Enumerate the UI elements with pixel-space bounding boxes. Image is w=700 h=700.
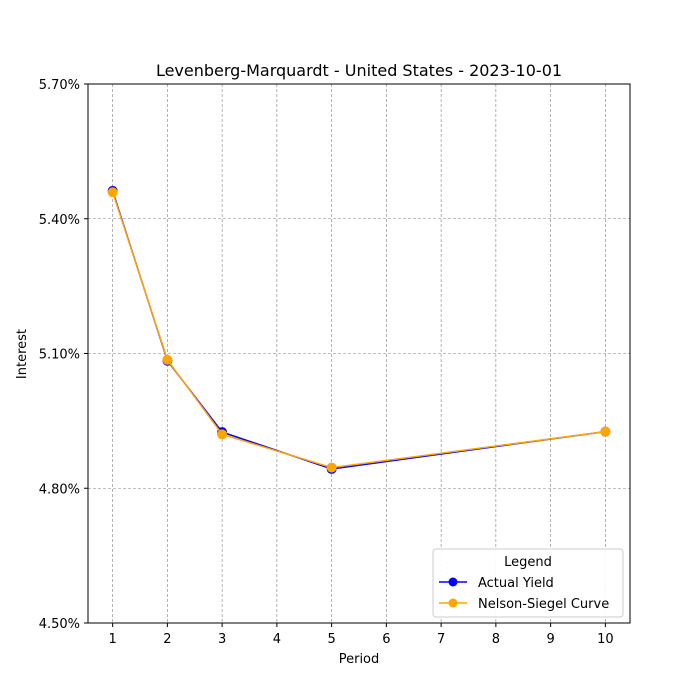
- x-tick-label: 6: [382, 632, 390, 647]
- x-axis-label: Period: [339, 652, 380, 667]
- y-tick-label: 4.50%: [39, 617, 80, 632]
- legend-box: [432, 548, 624, 618]
- x-tick-label: 3: [218, 632, 226, 647]
- x-tick-label: 4: [273, 632, 281, 647]
- x-tick-label: 5: [327, 632, 335, 647]
- x-axis: 1 2 3 4 5 6 7 8 9 10: [108, 623, 614, 647]
- legend: Legend Actual Yield Nelson-Siegel Curve: [432, 548, 624, 618]
- nelson-siegel-curve-point: [600, 426, 611, 437]
- nelson-siegel-curve-point: [217, 429, 228, 440]
- nelson-siegel-curve-point: [162, 354, 173, 365]
- series-layer: [107, 185, 611, 474]
- x-tick-label: 8: [492, 632, 500, 647]
- x-tick-label: 10: [597, 632, 614, 647]
- nelson-siegel-curve-line: [111, 192, 606, 469]
- x-tick-label: 1: [108, 632, 116, 647]
- legend-title: Legend: [504, 555, 552, 570]
- legend-actual-yield-marker: [448, 577, 458, 587]
- y-tick-label: 5.40%: [39, 213, 80, 228]
- legend-actual-yield-label: Actual Yield: [478, 576, 554, 591]
- y-tick-label: 4.80%: [39, 482, 80, 497]
- y-axis-label: Interest: [15, 329, 30, 379]
- x-tick-label: 9: [546, 632, 554, 647]
- x-tick-label: 2: [163, 632, 171, 647]
- x-tick-label: 7: [437, 632, 445, 647]
- legend-nelson-siegel-curve-marker: [448, 598, 458, 608]
- y-axis: 4.50% 4.80% 5.10% 5.40% 5.70%: [39, 78, 88, 632]
- y-tick-label: 5.10%: [39, 348, 80, 363]
- legend-nelson-siegel-curve-label: Nelson-Siegel Curve: [478, 597, 609, 612]
- chart-title: Levenberg-Marquardt - United States - 20…: [156, 61, 562, 80]
- nelson-siegel-curve-point: [326, 462, 337, 473]
- grid: [88, 83, 630, 624]
- y-tick-label: 5.70%: [39, 78, 80, 93]
- actual-yield-line: [111, 190, 606, 470]
- nelson-siegel-curve-point: [107, 187, 118, 198]
